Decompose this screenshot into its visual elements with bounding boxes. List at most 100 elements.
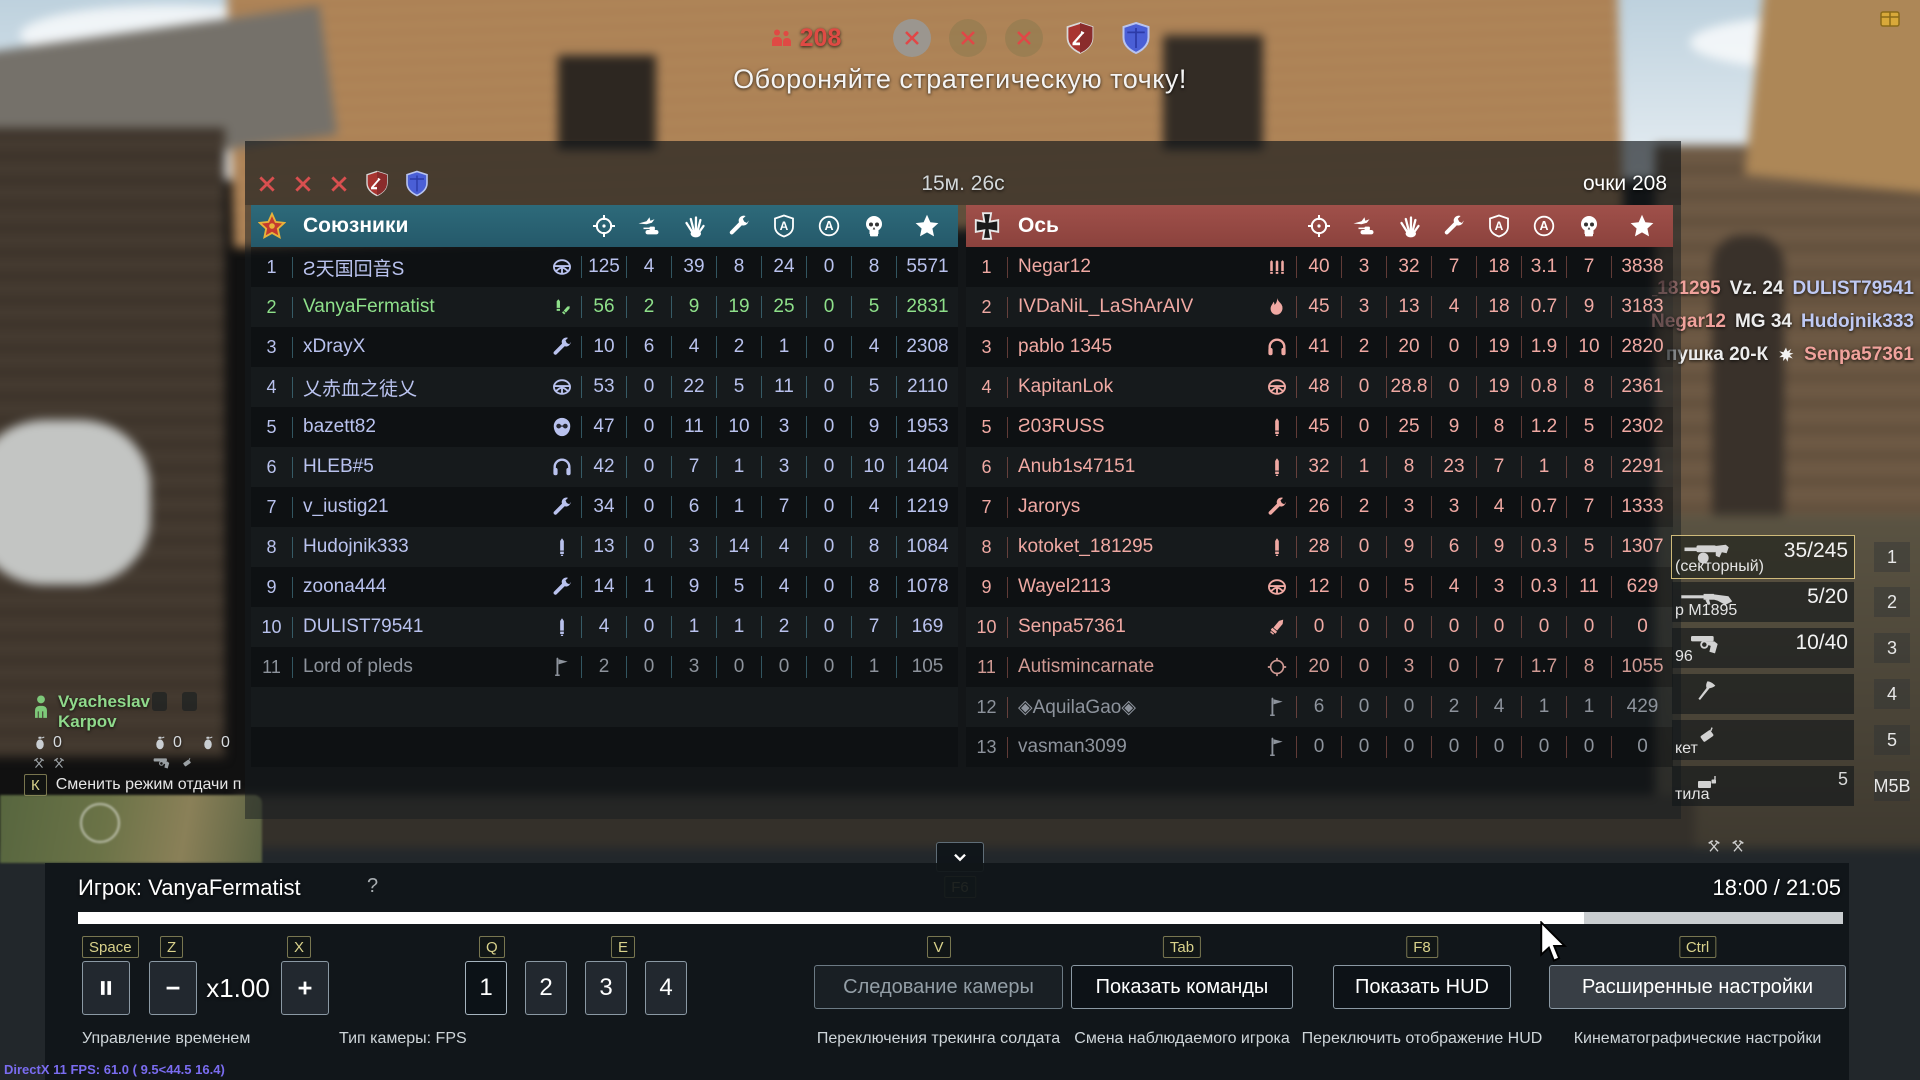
stat-value: 1 bbox=[851, 656, 896, 678]
stat-value: 12 bbox=[1296, 576, 1341, 598]
stat-value: 0 bbox=[1341, 416, 1386, 438]
replay-seek-bar[interactable] bbox=[78, 912, 1843, 924]
player-row: 4 乂赤血之徒乂 53 0 22 5 11 0 5 2110 bbox=[251, 367, 958, 407]
class-icon-shell bbox=[1266, 616, 1288, 638]
stat-value: 0 bbox=[1341, 536, 1386, 558]
stat-value: 3 bbox=[761, 456, 806, 478]
stat-value: 13 bbox=[581, 536, 626, 558]
column-header-wrench bbox=[716, 214, 761, 238]
stat-value: 5 bbox=[851, 296, 896, 318]
camera-type-button-2[interactable]: 2 bbox=[525, 961, 567, 1015]
killfeed-attacker: пушка 20-К bbox=[1665, 343, 1769, 365]
hand-icon bbox=[682, 214, 706, 238]
stat-value: 2 bbox=[626, 296, 671, 318]
pause-button[interactable] bbox=[82, 961, 130, 1015]
weapon-icon-rifle bbox=[1676, 586, 1738, 610]
killfeed-entry: пушка 20-К Senpa57361 bbox=[1652, 338, 1920, 371]
camera-type-button-4[interactable]: 4 bbox=[645, 961, 687, 1015]
player-row: 7 v_iustig21 34 0 6 1 7 0 4 1219 bbox=[251, 487, 958, 527]
stat-value: 3183 bbox=[1611, 296, 1673, 318]
stat-value: 429 bbox=[1611, 696, 1673, 718]
action-button-tab[interactable]: Показать команды bbox=[1071, 965, 1293, 1009]
stat-value: 40 bbox=[1296, 256, 1341, 278]
stat-value: 7 bbox=[1476, 456, 1521, 478]
weapon-hotkey: 5 bbox=[1874, 725, 1910, 755]
stat-value: 18 bbox=[1476, 296, 1521, 318]
stat-value: 3 bbox=[1341, 296, 1386, 318]
stat-value: 0 bbox=[806, 376, 851, 398]
stat-value: 25 bbox=[1386, 416, 1431, 438]
stat-value: 0 bbox=[1566, 616, 1611, 638]
squad-points-value: 208 bbox=[799, 23, 842, 52]
weapon-slot-1: 35/245 (секторный) bbox=[1671, 535, 1855, 579]
weapon-ammo: 35/245 bbox=[1783, 539, 1848, 562]
stat-value: 25 bbox=[761, 296, 806, 318]
camera-type-button-1[interactable]: 1 bbox=[465, 961, 507, 1015]
wrench-icon bbox=[1442, 214, 1466, 238]
weapon-hotkey: 3 bbox=[1874, 633, 1910, 663]
caption-time-control: Управление временем bbox=[82, 1030, 251, 1047]
weapon-icon-axe bbox=[1676, 678, 1738, 702]
stat-value: 2291 bbox=[1611, 456, 1673, 478]
stat-value: 8 bbox=[1566, 656, 1611, 678]
action-button-f8[interactable]: Показать HUD bbox=[1333, 965, 1511, 1009]
weapon-hotkey: 1 bbox=[1874, 542, 1910, 572]
weapon-icon-charge bbox=[1676, 724, 1738, 748]
speed-down-button[interactable] bbox=[149, 961, 197, 1015]
stat-value: 0.8 bbox=[1521, 376, 1566, 398]
stat-value: 3.1 bbox=[1521, 256, 1566, 278]
player-name: Autismincarnate bbox=[1018, 656, 1155, 677]
camera-type-button-3[interactable]: 3 bbox=[585, 961, 627, 1015]
minimap[interactable] bbox=[0, 795, 262, 863]
class-icon-bullet bbox=[1266, 456, 1288, 478]
stat-value: 0 bbox=[806, 416, 851, 438]
stat-value: 2110 bbox=[896, 376, 958, 398]
svg-text:A: A bbox=[1539, 219, 1548, 233]
stat-value: 1219 bbox=[896, 496, 958, 518]
player-row: 3 pablo 1345 41 2 20 0 19 1.9 10 2820 bbox=[966, 327, 1673, 367]
stat-value: 0 bbox=[626, 496, 671, 518]
stat-value: 7 bbox=[1566, 256, 1611, 278]
stat-value: 47 bbox=[581, 416, 626, 438]
action-caption: Переключить отображение HUD bbox=[1301, 1030, 1543, 1047]
current-player-label: Игрок: VanyaFermatist bbox=[78, 875, 301, 900]
stat-value: 5 bbox=[851, 376, 896, 398]
stat-value: 4 bbox=[761, 576, 806, 598]
stat-value: 2 bbox=[1341, 336, 1386, 358]
x-mark-icon bbox=[293, 174, 313, 194]
svg-text:A: A bbox=[779, 219, 788, 233]
stat-value: 3 bbox=[761, 416, 806, 438]
x-mark-icon bbox=[329, 174, 349, 194]
stat-value: 20 bbox=[1296, 656, 1341, 678]
points-label: очки 208 bbox=[1583, 172, 1667, 195]
weapon-label: 96 bbox=[1675, 648, 1693, 665]
stat-value: 0 bbox=[806, 256, 851, 278]
stat-value: 0.7 bbox=[1521, 296, 1566, 318]
stat-value: 41 bbox=[1296, 336, 1341, 358]
stat-value: 0 bbox=[626, 376, 671, 398]
stat-value: 1 bbox=[716, 496, 761, 518]
stat-value: 19 bbox=[1476, 336, 1521, 358]
stat-value: 1084 bbox=[896, 536, 958, 558]
replay-progress-fill bbox=[78, 912, 1584, 924]
class-icon-flag bbox=[1266, 736, 1288, 758]
stat-value: 26 bbox=[1296, 496, 1341, 518]
column-header-shield-a: A bbox=[761, 214, 806, 238]
column-header-skull bbox=[1566, 214, 1611, 238]
player-row: 9 Wayel2113 12 0 5 4 3 0.3 11 629 bbox=[966, 567, 1673, 607]
stat-value: 0 bbox=[626, 656, 671, 678]
skull-icon bbox=[862, 214, 886, 238]
wrench-icon bbox=[727, 214, 751, 238]
column-header-skull bbox=[851, 214, 896, 238]
action-button-v[interactable]: Следование камеры bbox=[814, 965, 1063, 1009]
grenade-count: 0 bbox=[53, 734, 62, 751]
shield-a-icon: A bbox=[772, 214, 796, 238]
help-icon[interactable]: ? bbox=[367, 875, 379, 897]
speed-up-button[interactable] bbox=[281, 961, 329, 1015]
stat-value: 11 bbox=[671, 416, 716, 438]
soldier-first-name: Vyacheslav bbox=[58, 692, 150, 711]
pickaxe-icon bbox=[1730, 838, 1746, 854]
stat-value: 0 bbox=[1296, 736, 1341, 758]
action-button-ctrl[interactable]: Расширенные настройки bbox=[1549, 965, 1846, 1009]
killfeed-weapon: Vz. 24 bbox=[1729, 277, 1784, 299]
